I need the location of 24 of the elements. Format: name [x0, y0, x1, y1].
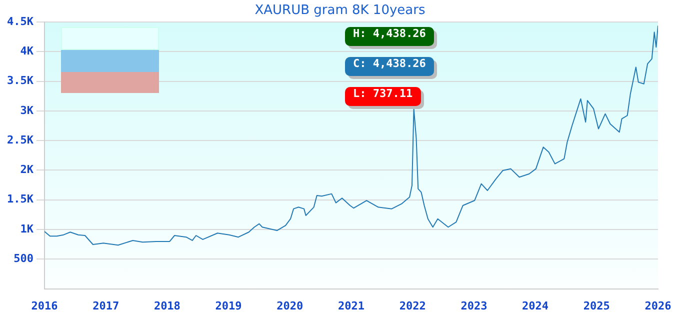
annotation: H: 4,438.26: [345, 27, 434, 46]
x-tick-label: 2026: [644, 299, 672, 312]
y-tick-label: 500: [14, 252, 34, 266]
chart-title: XAURUB gram 8K 10years: [254, 3, 426, 18]
y-tick-label: 3K: [20, 104, 34, 117]
x-tick-label: 2022: [399, 299, 426, 312]
y-tick-label: 2K: [20, 163, 34, 176]
y-tick-label: 4K: [20, 44, 34, 58]
x-tick-label: 2016: [31, 299, 58, 312]
x-tick-label: 2025: [583, 299, 610, 312]
annotation: L: 737.11: [345, 87, 421, 106]
y-tick-label: 3.5K: [6, 74, 34, 88]
x-tick-label: 2017: [92, 299, 120, 312]
y-tick-label: 4.5K: [6, 14, 34, 28]
x-tick-label: 2023: [460, 299, 488, 312]
y-tick-label: 1.5K: [6, 192, 34, 206]
x-tick-label: 2021: [338, 299, 365, 312]
y-tick-label: 2.5K: [6, 133, 34, 146]
x-tick-label: 2024: [522, 299, 549, 312]
annotation: C: 4,438.26: [345, 57, 434, 76]
x-tick-label: 2020: [276, 299, 304, 312]
x-tick-label: 2019: [215, 299, 242, 312]
x-tick-label: 2018: [154, 299, 180, 312]
y-tick-label: 1K: [20, 222, 34, 236]
